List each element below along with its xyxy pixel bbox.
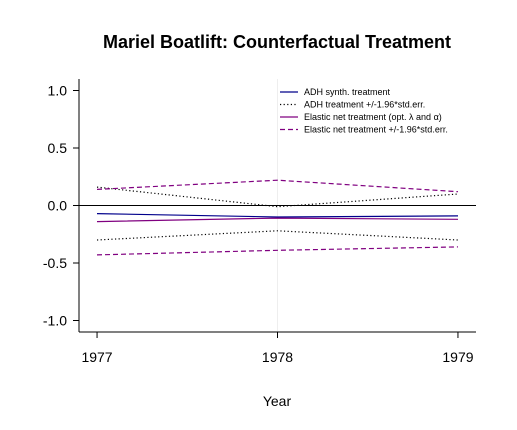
series-layer <box>96 179 459 256</box>
legend-label: Elastic net treatment +/-1.96*std.err. <box>304 125 448 135</box>
series-line-5 <box>96 246 459 256</box>
x-tick-label: 1978 <box>262 349 293 365</box>
x-tick-label: 1979 <box>442 349 473 365</box>
x-axis-label: Year <box>263 393 292 409</box>
legend: ADH synth. treatment ADH treatment +/-1.9… <box>280 87 448 135</box>
series-line-3 <box>96 217 459 223</box>
legend-label: ADH synth. treatment <box>304 87 391 97</box>
y-tick-label: -1.0 <box>43 313 67 329</box>
y-axis: -1.0 -0.5 0.0 0.5 1.0 <box>43 83 79 329</box>
chart-title: Mariel Boatlift: Counterfactual Treatmen… <box>103 32 451 52</box>
legend-label: Elastic net treatment (opt. λ and α) <box>304 112 442 122</box>
x-axis: 1977 1978 1979 <box>81 332 474 365</box>
y-tick-label: 1.0 <box>48 83 68 99</box>
y-tick-label: 0.0 <box>48 198 68 214</box>
x-tick-label: 1977 <box>81 349 112 365</box>
legend-label: ADH treatment +/-1.96*std.err. <box>304 100 425 110</box>
series-line-0 <box>96 213 459 218</box>
series-line-2 <box>96 230 459 241</box>
series-line-4 <box>96 179 459 193</box>
y-tick-label: 0.5 <box>48 140 68 156</box>
y-tick-label: -0.5 <box>43 255 67 271</box>
